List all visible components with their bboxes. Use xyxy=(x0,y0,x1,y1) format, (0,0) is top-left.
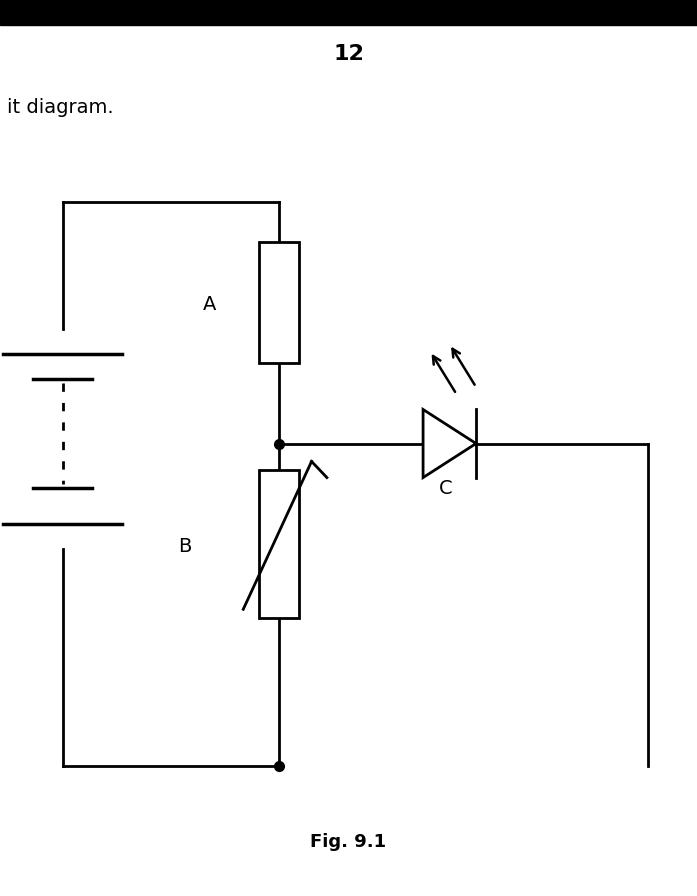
Polygon shape xyxy=(423,409,476,478)
Bar xyxy=(259,242,299,363)
Bar xyxy=(0,0,697,25)
FancyArrowPatch shape xyxy=(433,356,455,392)
Bar xyxy=(259,470,299,618)
Text: Fig. 9.1: Fig. 9.1 xyxy=(310,833,387,851)
FancyArrowPatch shape xyxy=(452,349,475,384)
Text: 12: 12 xyxy=(333,44,364,64)
Text: B: B xyxy=(178,537,192,556)
Text: it diagram.: it diagram. xyxy=(7,98,114,117)
Text: A: A xyxy=(202,295,216,314)
Text: C: C xyxy=(439,478,453,498)
